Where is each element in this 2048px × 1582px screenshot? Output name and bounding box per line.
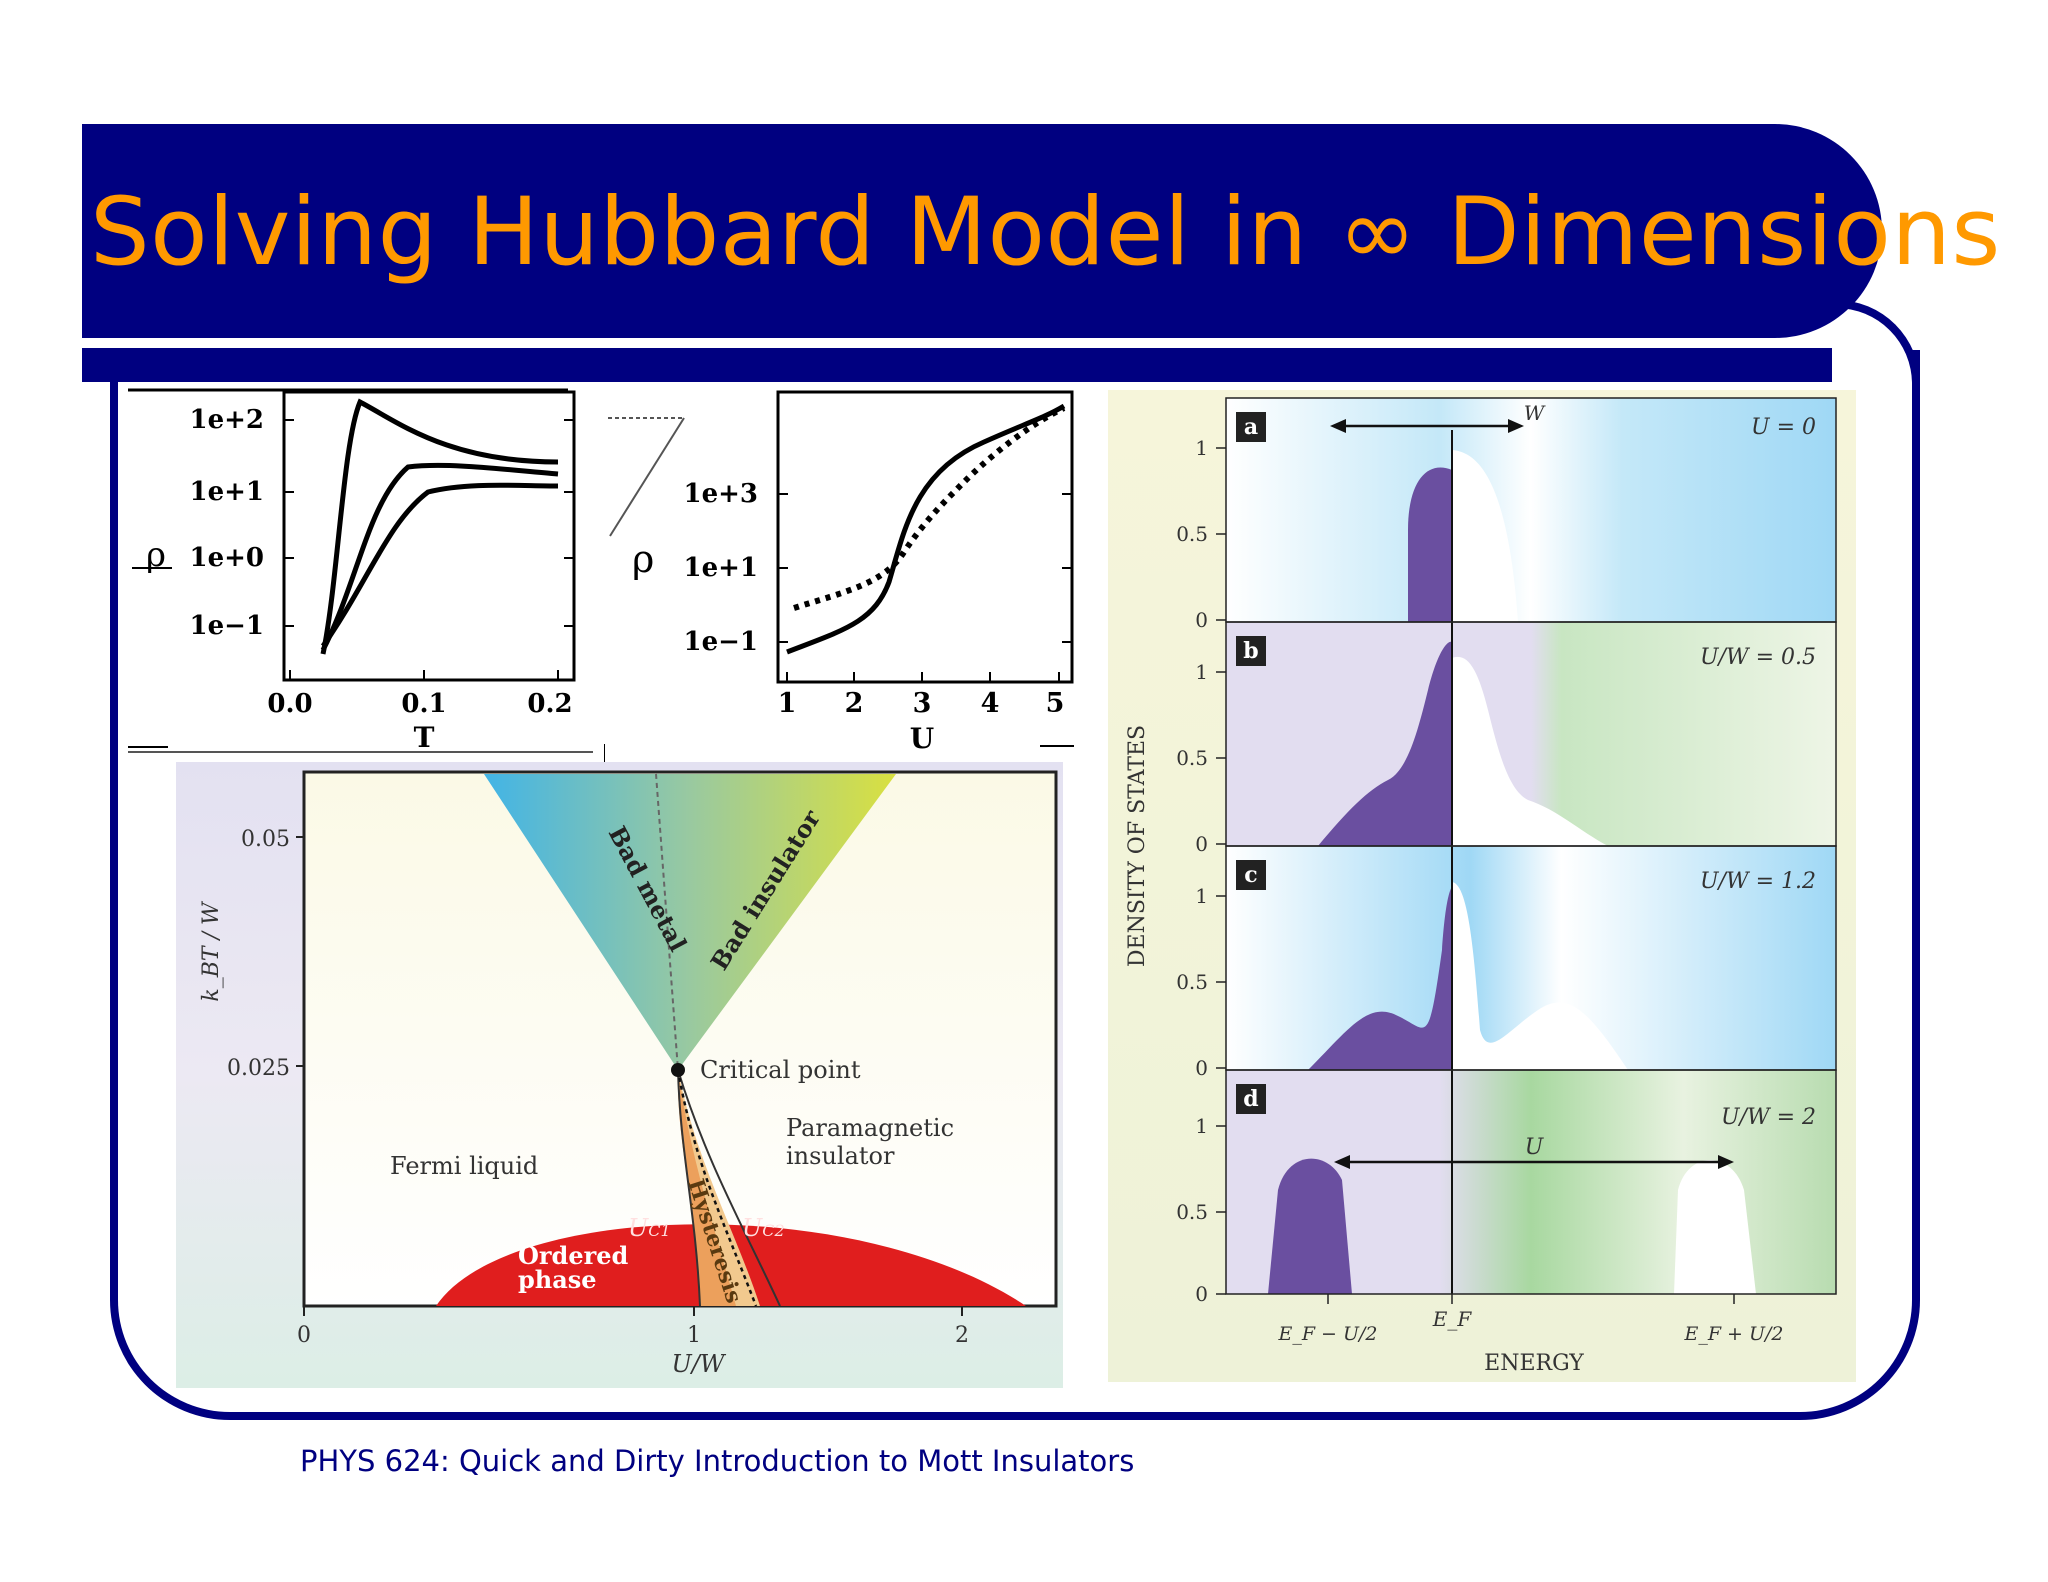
uc2-label: UC2 — [742, 1214, 785, 1242]
rho-T-ytick-0: 1e+2 — [189, 405, 264, 435]
rho-U-xtick-3: 4 — [981, 688, 1000, 719]
rho-T-xtick-2: 0.2 — [527, 689, 572, 719]
dos-xtick-mid: E_F — [1432, 1307, 1473, 1331]
rho-U-xtick-0: 1 — [778, 688, 797, 719]
phase-xtick-0: 0 — [297, 1323, 311, 1348]
svg-text:0.5: 0.5 — [1176, 746, 1208, 770]
rho-vs-U-plot: ρ 1e+3 1e+1 1e−1 1 2 3 4 5 U — [604, 390, 1074, 762]
panel-d-arrow-label: U — [1525, 1135, 1545, 1160]
phase-ylabel: k_BT / W — [199, 900, 224, 1002]
rho-vs-T-plot: 1e+2 1e+1 1e+0 1e−1 ρ 0.0 0.1 0.2 T — [128, 388, 593, 754]
phase-label: phase — [518, 1265, 597, 1294]
rho-T-xtick-1: 0.1 — [401, 689, 446, 719]
svg-text:0: 0 — [1195, 1282, 1208, 1306]
svg-text:1: 1 — [1195, 884, 1208, 908]
rho-U-xlabel: U — [910, 722, 934, 755]
svg-text:0: 0 — [1195, 1056, 1208, 1080]
rho-T-ytick-3: 1e−1 — [189, 611, 264, 641]
ordered-label: Ordered — [518, 1241, 629, 1270]
insulator-label: insulator — [786, 1142, 895, 1170]
title-divider — [82, 338, 1832, 348]
slide-frame — [110, 350, 1920, 1420]
rho-U-ytick-1: 1e+1 — [683, 553, 758, 583]
svg-text:1: 1 — [1195, 1114, 1208, 1138]
rho-U-ytick-2: 1e−1 — [683, 627, 758, 657]
slide-footer: PHYS 624: Quick and Dirty Introduction t… — [300, 1444, 1135, 1478]
rho-T-ytick-1: 1e+1 — [189, 477, 264, 507]
phase-xlabel: U/W — [672, 1350, 727, 1378]
panel-a-param: U = 0 — [1751, 415, 1816, 440]
slide-title: Solving Hubbard Model in ∞ Dimensions — [90, 178, 2001, 287]
density-of-states-panels: a b c d U = 0 U/W = 0.5 U/W = 1.2 U/W = … — [1108, 390, 1856, 1382]
panel-c-letter: c — [1244, 862, 1257, 888]
panel-c-param: U/W = 1.2 — [1700, 869, 1816, 894]
rho-U-ytick-0: 1e+3 — [683, 479, 758, 509]
rho-U-ylabel: ρ — [632, 537, 654, 581]
panel-a-arrow-label: W — [1524, 401, 1546, 425]
dos-ylabel: DENSITY OF STATES — [1125, 725, 1150, 967]
rho-T-ylabel: ρ — [146, 535, 166, 575]
svg-text:1: 1 — [1195, 436, 1208, 460]
critical-point-label: Critical point — [700, 1056, 861, 1084]
rho-T-xlabel: T — [414, 721, 435, 754]
phase-ytick-0: 0.05 — [241, 827, 290, 852]
panel-a-letter: a — [1244, 414, 1258, 440]
fermi-liquid-label: Fermi liquid — [390, 1152, 538, 1180]
svg-text:1: 1 — [1195, 660, 1208, 684]
title-lower-band — [82, 348, 1832, 382]
panel-b-param: U/W = 0.5 — [1700, 645, 1816, 670]
svg-text:0: 0 — [1195, 608, 1208, 632]
panel-d-letter: d — [1243, 1086, 1258, 1112]
svg-text:0.5: 0.5 — [1176, 970, 1208, 994]
rho-U-xtick-4: 5 — [1046, 688, 1065, 719]
rho-U-xtick-2: 3 — [913, 688, 932, 719]
paramagnetic-label: Paramagnetic — [786, 1114, 954, 1142]
title-bar — [82, 124, 1882, 338]
rho-T-ytick-2: 1e+0 — [189, 543, 264, 573]
phase-xtick-1: 1 — [687, 1323, 701, 1348]
svg-text:0.5: 0.5 — [1176, 1200, 1208, 1224]
dos-yticks: 1 0.5 0 1 0.5 0 1 0.5 0 1 0.5 0 — [1176, 436, 1208, 1306]
phase-xtick-2: 2 — [955, 1323, 969, 1348]
panel-d-param: U/W = 2 — [1721, 1105, 1816, 1130]
phase-diagram: 0.05 0.025 k_BT / W 0 1 2 U/W Bad metal … — [176, 762, 1063, 1388]
phase-ytick-1: 0.025 — [227, 1056, 290, 1081]
panel-b-letter: b — [1243, 638, 1258, 664]
rho-U-xtick-1: 2 — [845, 688, 864, 719]
uc1-label: UC1 — [628, 1214, 671, 1242]
dos-xlabel: ENERGY — [1484, 1351, 1584, 1376]
rho-T-xtick-0: 0.0 — [267, 689, 312, 719]
svg-text:0: 0 — [1195, 832, 1208, 856]
svg-text:0.5: 0.5 — [1176, 522, 1208, 546]
dos-xtick-left: E_F − U/2 — [1277, 1323, 1377, 1345]
dos-xtick-right: E_F + U/2 — [1683, 1323, 1783, 1345]
